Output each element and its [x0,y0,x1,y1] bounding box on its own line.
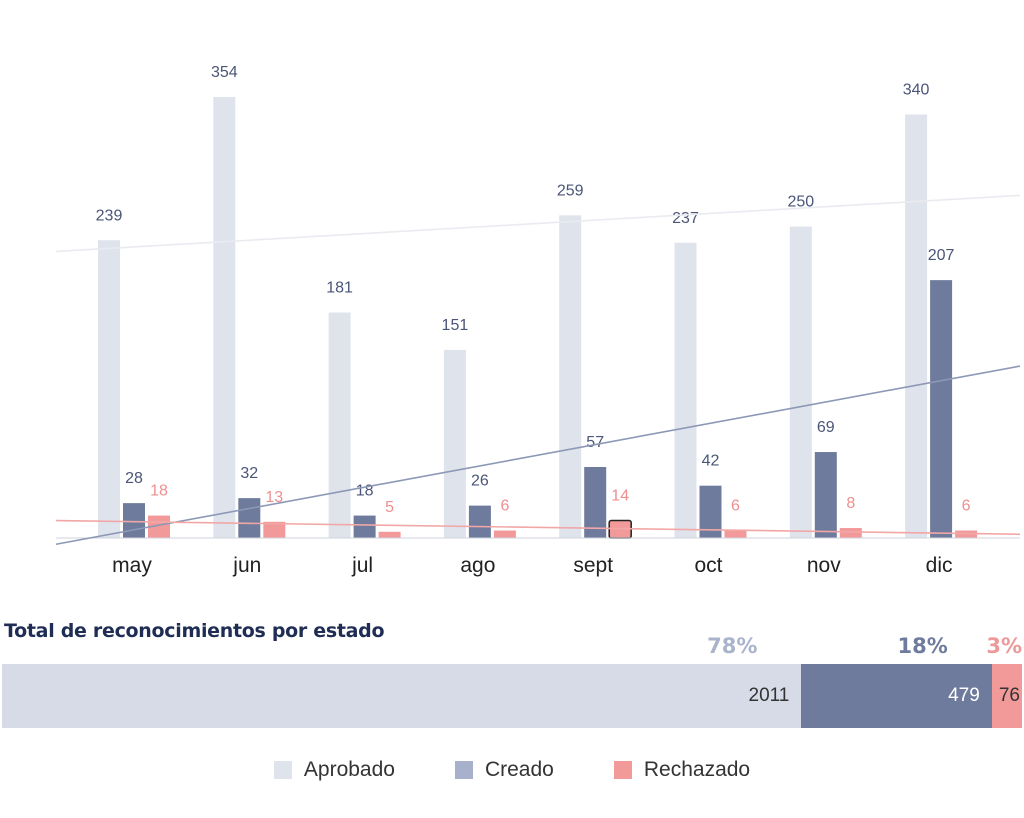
data-label-creado-jun: 32 [240,465,258,482]
stacked-pct-creado: 18% [897,634,948,658]
bar-rechazado-ago[interactable] [493,530,516,538]
bar-aprobado-sept[interactable] [559,215,582,538]
bar-rechazado-oct[interactable] [724,530,747,538]
data-label-aprobado-dic: 340 [903,81,930,98]
trendline-creado [55,365,1021,546]
bar-aprobado-oct[interactable] [674,242,697,538]
data-label-aprobado-may: 239 [96,207,123,224]
x-tick-label-nov: nov [807,554,841,577]
x-tick-label-jul: jul [351,554,373,577]
bar-creado-oct[interactable] [699,485,722,538]
data-label-aprobado-jun: 354 [211,64,238,81]
x-tick-label-may: may [112,554,152,577]
stacked-segment-rechazado[interactable]: 76 [991,664,1022,728]
stacked-segment-creado[interactable]: 479 [801,664,992,728]
stacked-bar: 2011 479 76 [2,664,1022,728]
x-tick-label-ago: ago [460,554,495,577]
data-label-aprobado-nov: 250 [787,194,814,211]
data-label-creado-oct: 42 [702,453,720,470]
legend-swatch [454,761,473,779]
bar-creado-jun[interactable] [238,498,261,538]
trendline-rechazado [55,519,1021,536]
x-tick-label-sept: sept [573,554,613,577]
bar-aprobado-may[interactable] [98,240,120,539]
bar-creado-dic[interactable] [930,280,953,538]
bar-creado-jul[interactable] [353,515,376,538]
bar-aprobado-dic[interactable] [905,114,928,539]
legend-label: Aprobado [303,758,395,781]
legend-label: Creado [484,758,554,781]
bar-chart: 239 28 18 may 354 32 13 jun 181 18 5 jul 151 26 6 ago 25… [55,64,1021,577]
data-label-creado-sept: 57 [586,434,604,451]
data-label-rechazado-dic: 6 [962,498,971,515]
data-label-rechazado-may: 18 [150,483,168,500]
bar-creado-sept[interactable] [584,466,607,538]
legend-label: Rechazado [643,758,751,781]
bar-creado-may[interactable] [123,503,145,538]
data-label-aprobado-jul: 181 [326,280,353,297]
data-label-creado-dic: 207 [928,247,955,264]
data-label-aprobado-ago: 151 [442,317,469,334]
bar-aprobado-jun[interactable] [213,97,236,538]
data-label-creado-ago: 26 [471,473,489,490]
bar-aprobado-nov[interactable] [789,226,812,538]
data-label-creado-nov: 69 [817,419,835,436]
bar-aprobado-ago[interactable] [443,349,466,538]
x-tick-label-dic: dic [926,554,953,577]
data-label-rechazado-jul: 5 [385,499,394,516]
x-tick-label-oct: oct [694,554,722,577]
bar-creado-ago[interactable] [468,505,491,538]
data-label-rechazado-jun: 13 [265,489,283,506]
data-label-aprobado-sept: 259 [557,182,584,199]
legend-swatch [273,761,292,779]
bar-rechazado-jul[interactable] [378,531,401,538]
trendline-aprobado [55,194,1021,253]
data-label-rechazado-sept: 14 [611,488,629,505]
x-tick-label-jun: jun [232,554,261,577]
stacked-segment-aprobado[interactable]: 2011 [2,664,802,728]
legend: Aprobado Creado Rechazado [0,758,1024,782]
legend-item-creado[interactable]: Creado [454,758,554,782]
stacked-pct-rechazado: 3% [986,634,1022,658]
data-label-rechazado-oct: 6 [731,498,740,515]
data-label-rechazado-ago: 6 [500,498,509,515]
data-label-rechazado-nov: 8 [846,495,855,512]
bar-rechazado-nov[interactable] [839,528,862,538]
bar-creado-nov[interactable] [814,452,837,538]
data-label-creado-may: 28 [125,470,143,487]
bar-aprobado-jul[interactable] [328,312,351,538]
legend-item-rechazado[interactable]: Rechazado [613,758,751,782]
data-label-aprobado-oct: 237 [672,210,699,227]
data-label-creado-jul: 18 [356,483,374,500]
legend-item-aprobado[interactable]: Aprobado [273,758,395,782]
bar-rechazado-jun[interactable] [263,521,286,538]
legend-swatch [613,761,632,779]
stacked-bar-title: Total de reconocimientos por estado [4,620,385,642]
stacked-pct-aprobado: 78% [707,634,758,658]
